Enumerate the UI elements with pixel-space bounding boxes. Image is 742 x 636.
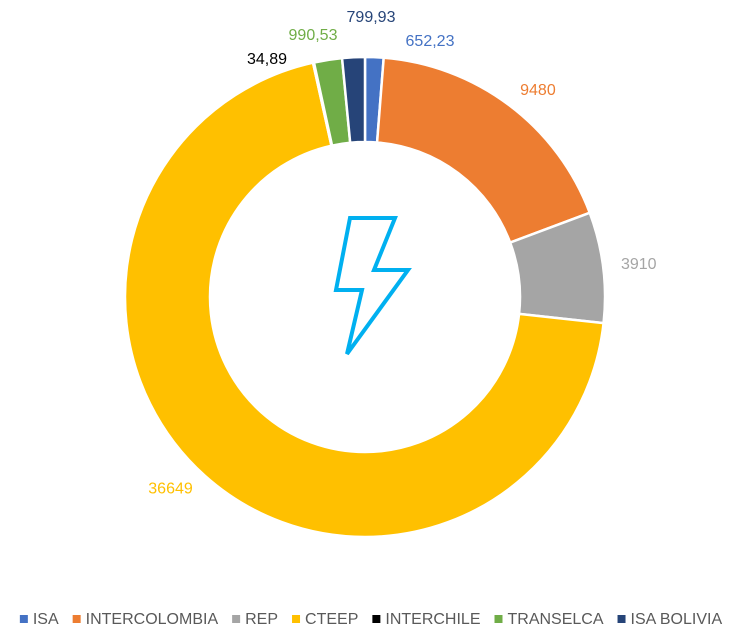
data-label: 34,89	[247, 51, 287, 68]
legend-marker	[232, 615, 241, 623]
data-label: 3910	[621, 256, 657, 273]
legend-marker	[494, 615, 503, 623]
data-label: 799,93	[347, 9, 396, 26]
legend-marker	[617, 615, 626, 623]
data-label: 36649	[148, 480, 193, 497]
legend-label: REP	[245, 611, 278, 628]
legend-marker	[292, 615, 301, 623]
legend-label: ISA BOLIVIA	[631, 611, 723, 628]
data-label: 9480	[520, 82, 556, 99]
donut-slice	[340, 55, 367, 145]
data-label: 990,53	[289, 27, 338, 44]
data-label: 652,23	[406, 33, 455, 50]
legend-label: INTERCHILE	[385, 611, 480, 628]
legend-label: TRANSELCA	[508, 611, 604, 628]
legend-label: INTERCOLOMBIA	[86, 611, 219, 628]
legend-label: CTEEP	[305, 611, 358, 628]
legend-marker	[372, 615, 381, 623]
lightning-icon	[333, 216, 412, 356]
donut-slice	[123, 61, 605, 539]
legend-label: ISA	[33, 611, 59, 628]
donut-slice	[375, 56, 592, 245]
legend-marker	[72, 615, 81, 623]
legend-marker	[19, 615, 28, 623]
